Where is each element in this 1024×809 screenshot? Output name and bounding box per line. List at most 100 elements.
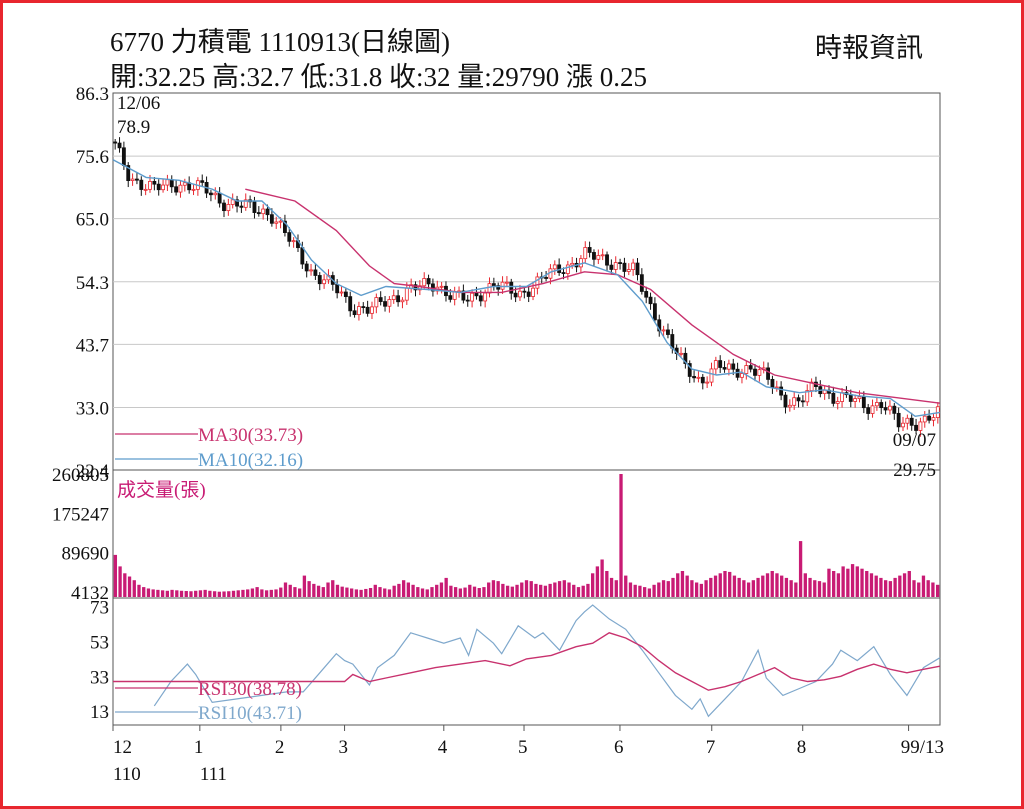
candle-body	[274, 221, 279, 224]
volume-bar	[354, 589, 359, 597]
candle-body	[587, 247, 592, 253]
volume-bar	[680, 570, 685, 597]
volume-bar	[463, 587, 467, 597]
volume-bar	[685, 575, 689, 597]
candle-body	[679, 352, 683, 355]
volume-bar	[912, 580, 916, 597]
volume-bar	[567, 582, 571, 597]
ma10-line	[112, 159, 941, 418]
volume-bar	[212, 591, 217, 597]
candle-body	[182, 182, 187, 186]
volume-bar	[539, 584, 543, 597]
candle-body	[592, 252, 596, 260]
candle-body	[278, 220, 283, 223]
candle-body	[213, 192, 218, 196]
volume-bar	[435, 584, 439, 597]
candle-body	[605, 254, 609, 266]
candle-body	[857, 396, 862, 400]
volume-bar	[841, 566, 845, 597]
volume-bar	[676, 573, 680, 597]
volume-bar	[543, 585, 548, 597]
candle-body	[500, 281, 505, 290]
candle-body	[387, 299, 392, 307]
candle-body	[618, 262, 623, 264]
quote-line: 開:32.25 高:32.7 低:31.8 收:32 量:29790 漲 0.2…	[110, 62, 648, 92]
candle-body	[404, 287, 409, 301]
volume-tick-label: 89690	[62, 544, 110, 565]
candle-body	[396, 295, 401, 303]
volume-bar	[661, 580, 666, 597]
volume-bar	[137, 584, 141, 597]
candle-body	[113, 141, 118, 144]
volume-bar	[156, 589, 160, 597]
rsi-tick-label: 53	[90, 632, 109, 653]
volume-bar	[231, 590, 236, 597]
volume-bar	[548, 583, 552, 597]
candle-body	[609, 264, 614, 270]
candle-body	[478, 295, 483, 302]
candle-body	[901, 422, 905, 428]
volume-bar	[926, 580, 930, 597]
volume-bar	[170, 589, 174, 597]
candle-body	[879, 402, 884, 409]
rsi-tick-label: 13	[90, 702, 109, 723]
volume-bar	[439, 582, 444, 597]
candle-body	[744, 365, 749, 374]
candle-body	[787, 404, 792, 408]
price-tick-label: 75.6	[76, 147, 109, 168]
volume-bar	[624, 575, 628, 597]
candle-body	[148, 180, 152, 190]
volume-bar	[401, 580, 406, 597]
volume-bar	[203, 589, 207, 597]
candle-body	[352, 310, 357, 316]
volume-bar	[671, 577, 675, 597]
price-tick-label: 54.3	[76, 273, 109, 294]
volume-bar	[222, 591, 226, 597]
volume-bar	[368, 588, 373, 597]
volume-bar	[283, 582, 288, 597]
volume-bar	[562, 580, 566, 597]
candle-body	[713, 360, 718, 370]
ma30-line	[245, 188, 941, 404]
candle-body	[156, 183, 161, 191]
candle-body	[322, 279, 327, 285]
candle-body	[718, 360, 723, 368]
x-tick-label: 7	[706, 737, 716, 758]
candle-body	[700, 376, 705, 384]
volume-tick-label: 260805	[52, 465, 109, 486]
volume-bar	[430, 587, 434, 597]
candle-body	[861, 396, 866, 409]
volume-bar	[690, 580, 694, 597]
candle-body	[631, 262, 636, 271]
volume-bar	[477, 588, 481, 597]
candle-body	[757, 369, 762, 376]
candle-body	[570, 262, 575, 266]
candle-body	[535, 276, 540, 289]
volume-bar	[260, 589, 264, 597]
volume-bar	[728, 571, 732, 597]
volume-bar	[666, 581, 670, 597]
volume-bar	[633, 584, 637, 597]
volume-bar	[482, 587, 486, 597]
volume-bar	[449, 585, 453, 597]
candle-body	[117, 142, 122, 149]
volume-bar	[581, 585, 585, 597]
candle-body	[139, 179, 144, 190]
rsi30-line	[113, 632, 941, 691]
candle-body	[726, 363, 731, 370]
candle-body	[121, 147, 126, 166]
candle-body	[313, 269, 318, 276]
volume-bar	[798, 541, 803, 597]
volume-bar	[175, 590, 179, 597]
volume-bar	[586, 583, 590, 597]
volume-title: 成交量(張)	[117, 479, 206, 501]
volume-bar	[510, 586, 514, 597]
chart-title: 6770 力積電 1110913(日線圖)	[110, 27, 450, 57]
rsi10-legend-label: RSI10(43.71)	[198, 703, 302, 724]
volume-bar	[264, 590, 269, 597]
volume-bar	[902, 573, 907, 597]
volume-bar	[274, 589, 278, 597]
volume-bar	[553, 582, 557, 597]
candle-body	[792, 397, 797, 406]
